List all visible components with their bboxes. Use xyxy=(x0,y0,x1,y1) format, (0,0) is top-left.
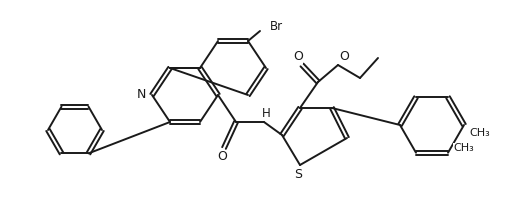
Text: N: N xyxy=(136,88,146,102)
Text: Br: Br xyxy=(270,21,283,33)
Text: O: O xyxy=(292,51,302,63)
Text: CH₃: CH₃ xyxy=(452,143,473,153)
Text: O: O xyxy=(217,151,226,163)
Text: O: O xyxy=(338,51,348,63)
Text: H: H xyxy=(261,108,270,120)
Text: CH₃: CH₃ xyxy=(468,128,489,138)
Text: S: S xyxy=(293,168,301,182)
